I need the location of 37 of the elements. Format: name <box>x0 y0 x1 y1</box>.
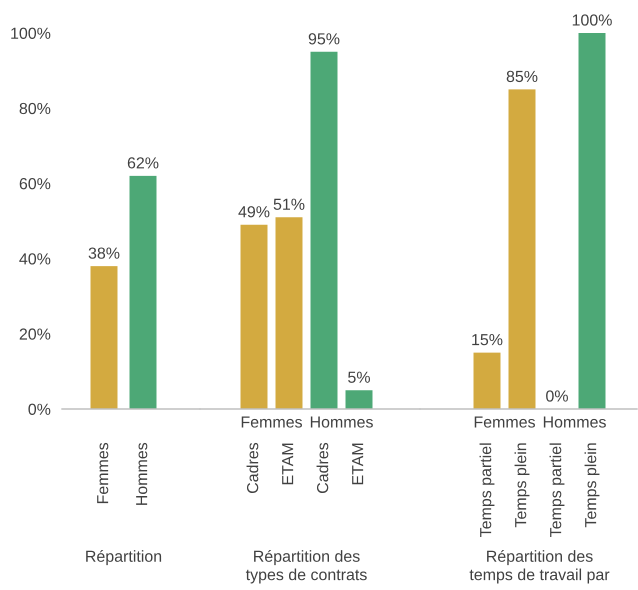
x-tick-label: ETAM <box>352 444 364 484</box>
x-tick-label: Temps partiel <box>550 443 564 537</box>
x-tick-label: Cadres <box>246 442 258 494</box>
series-label: Femmes <box>474 416 535 428</box>
series-label: Hommes <box>310 416 373 428</box>
x-axis-title: Répartition des temps de travail par <box>470 550 610 584</box>
x-tick-label: Cadres <box>316 442 328 494</box>
y-tick-label: 20% <box>20 328 50 340</box>
bar <box>310 52 338 409</box>
series-label: Hommes <box>544 416 606 428</box>
y-tick-label: 100% <box>11 28 50 39</box>
data-label: 0% <box>546 390 568 402</box>
x-axis-title: Répartition des types de contrats <box>246 550 367 584</box>
data-label: 100% <box>572 14 612 26</box>
data-label: 15% <box>472 334 502 346</box>
bar <box>276 217 302 409</box>
bar <box>346 390 372 409</box>
x-axis-title: Répartition <box>86 550 162 566</box>
x-tick-label: ETAM <box>282 444 294 484</box>
y-tick-label: 40% <box>19 253 50 265</box>
x-tick-label: Temps plein <box>514 443 530 528</box>
bar <box>240 224 268 409</box>
data-label: 49% <box>238 206 270 218</box>
y-tick-label: 60% <box>20 178 50 190</box>
data-label: 62% <box>128 157 158 169</box>
x-tick-label: Temps partiel <box>480 443 494 537</box>
y-tick-label: 80% <box>20 102 50 114</box>
x-tick-label: Femmes <box>97 442 108 504</box>
x-tick-label: Hommes <box>136 442 148 505</box>
data-label: 95% <box>308 33 340 44</box>
data-label: 38% <box>88 247 120 259</box>
data-label: 51% <box>274 198 304 210</box>
series-label: Femmes <box>242 416 302 428</box>
data-label: 85% <box>506 70 538 82</box>
y-tick-label: 0% <box>28 404 50 415</box>
data-label: 5% <box>348 372 370 383</box>
x-tick-label: Temps plein <box>584 443 600 528</box>
